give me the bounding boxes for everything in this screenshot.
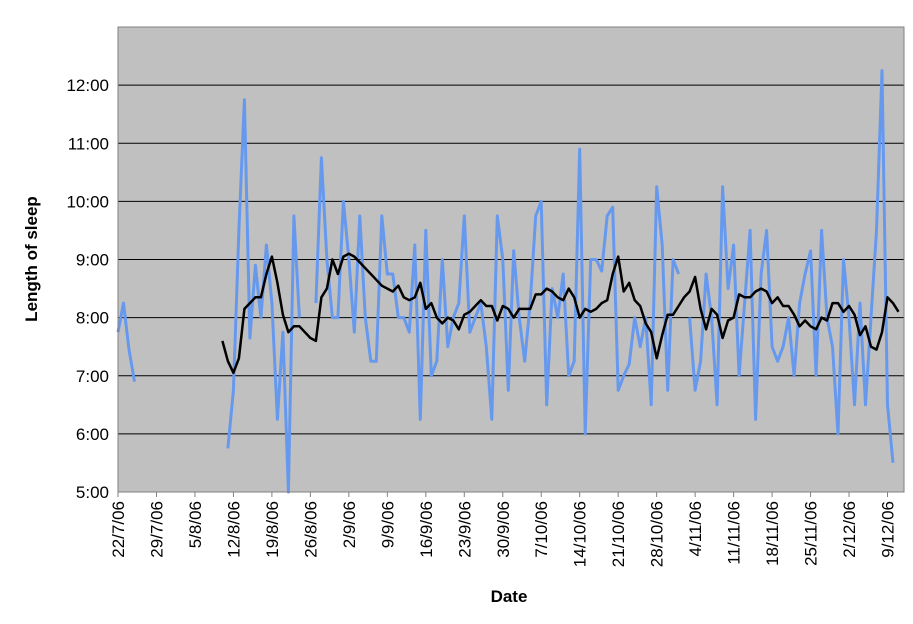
plot-frame [117,26,905,493]
x-axis-ticks: 22/7/06 29/7/06 5/8/06 12/8/06 19/8/06 26/8/0… [109,492,898,567]
x-tick-label: 23/9/06 [455,501,474,558]
y-tick-label: 7:00 [76,367,109,386]
x-tick-label: 9/12/06 [879,501,898,558]
x-tick-label: 2/9/06 [340,501,359,548]
y-tick-label: 8:00 [76,309,109,328]
x-tick-label: 2/12/06 [840,501,859,558]
x-tick-label: 16/9/06 [417,501,436,558]
x-tick-label: 18/11/06 [763,501,782,566]
x-tick-label: 11/11/06 [725,501,744,565]
x-tick-label: 21/10/06 [609,501,628,567]
x-tick-label: 22/7/06 [109,501,128,558]
y-tick-label: 11:00 [68,134,109,153]
y-axis-title: Length of sleep [22,196,41,322]
x-tick-label: 5/8/06 [186,501,205,548]
x-tick-label: 12/8/06 [224,501,243,558]
y-tick-label: 12:00 [66,76,109,95]
y-tick-label: 9:00 [76,251,109,270]
y-axis-ticks: 5:00 6:00 7:00 8:00 9:00 10:00 11:00 12:00 [66,76,109,502]
x-tick-label: 25/11/06 [802,501,821,566]
x-tick-label: 14/10/06 [571,501,590,567]
x-tick-label: 19/8/06 [263,501,282,558]
x-tick-label: 26/8/06 [301,501,320,558]
x-tick-label: 28/10/06 [648,501,667,567]
x-tick-label: 30/9/06 [494,501,513,558]
x-tick-label: 4/11/06 [686,501,705,556]
x-tick-label: 7/10/06 [532,501,551,558]
x-tick-label: 29/7/06 [147,501,166,558]
series-layer [116,69,900,494]
x-axis-title: Date [491,587,528,606]
x-tick-label: 9/9/06 [378,501,397,548]
y-tick-label: 6:00 [76,425,109,444]
series-line-average [221,252,900,375]
y-tick-label: 10:00 [66,192,109,211]
y-tick-label: 5:00 [76,483,109,502]
